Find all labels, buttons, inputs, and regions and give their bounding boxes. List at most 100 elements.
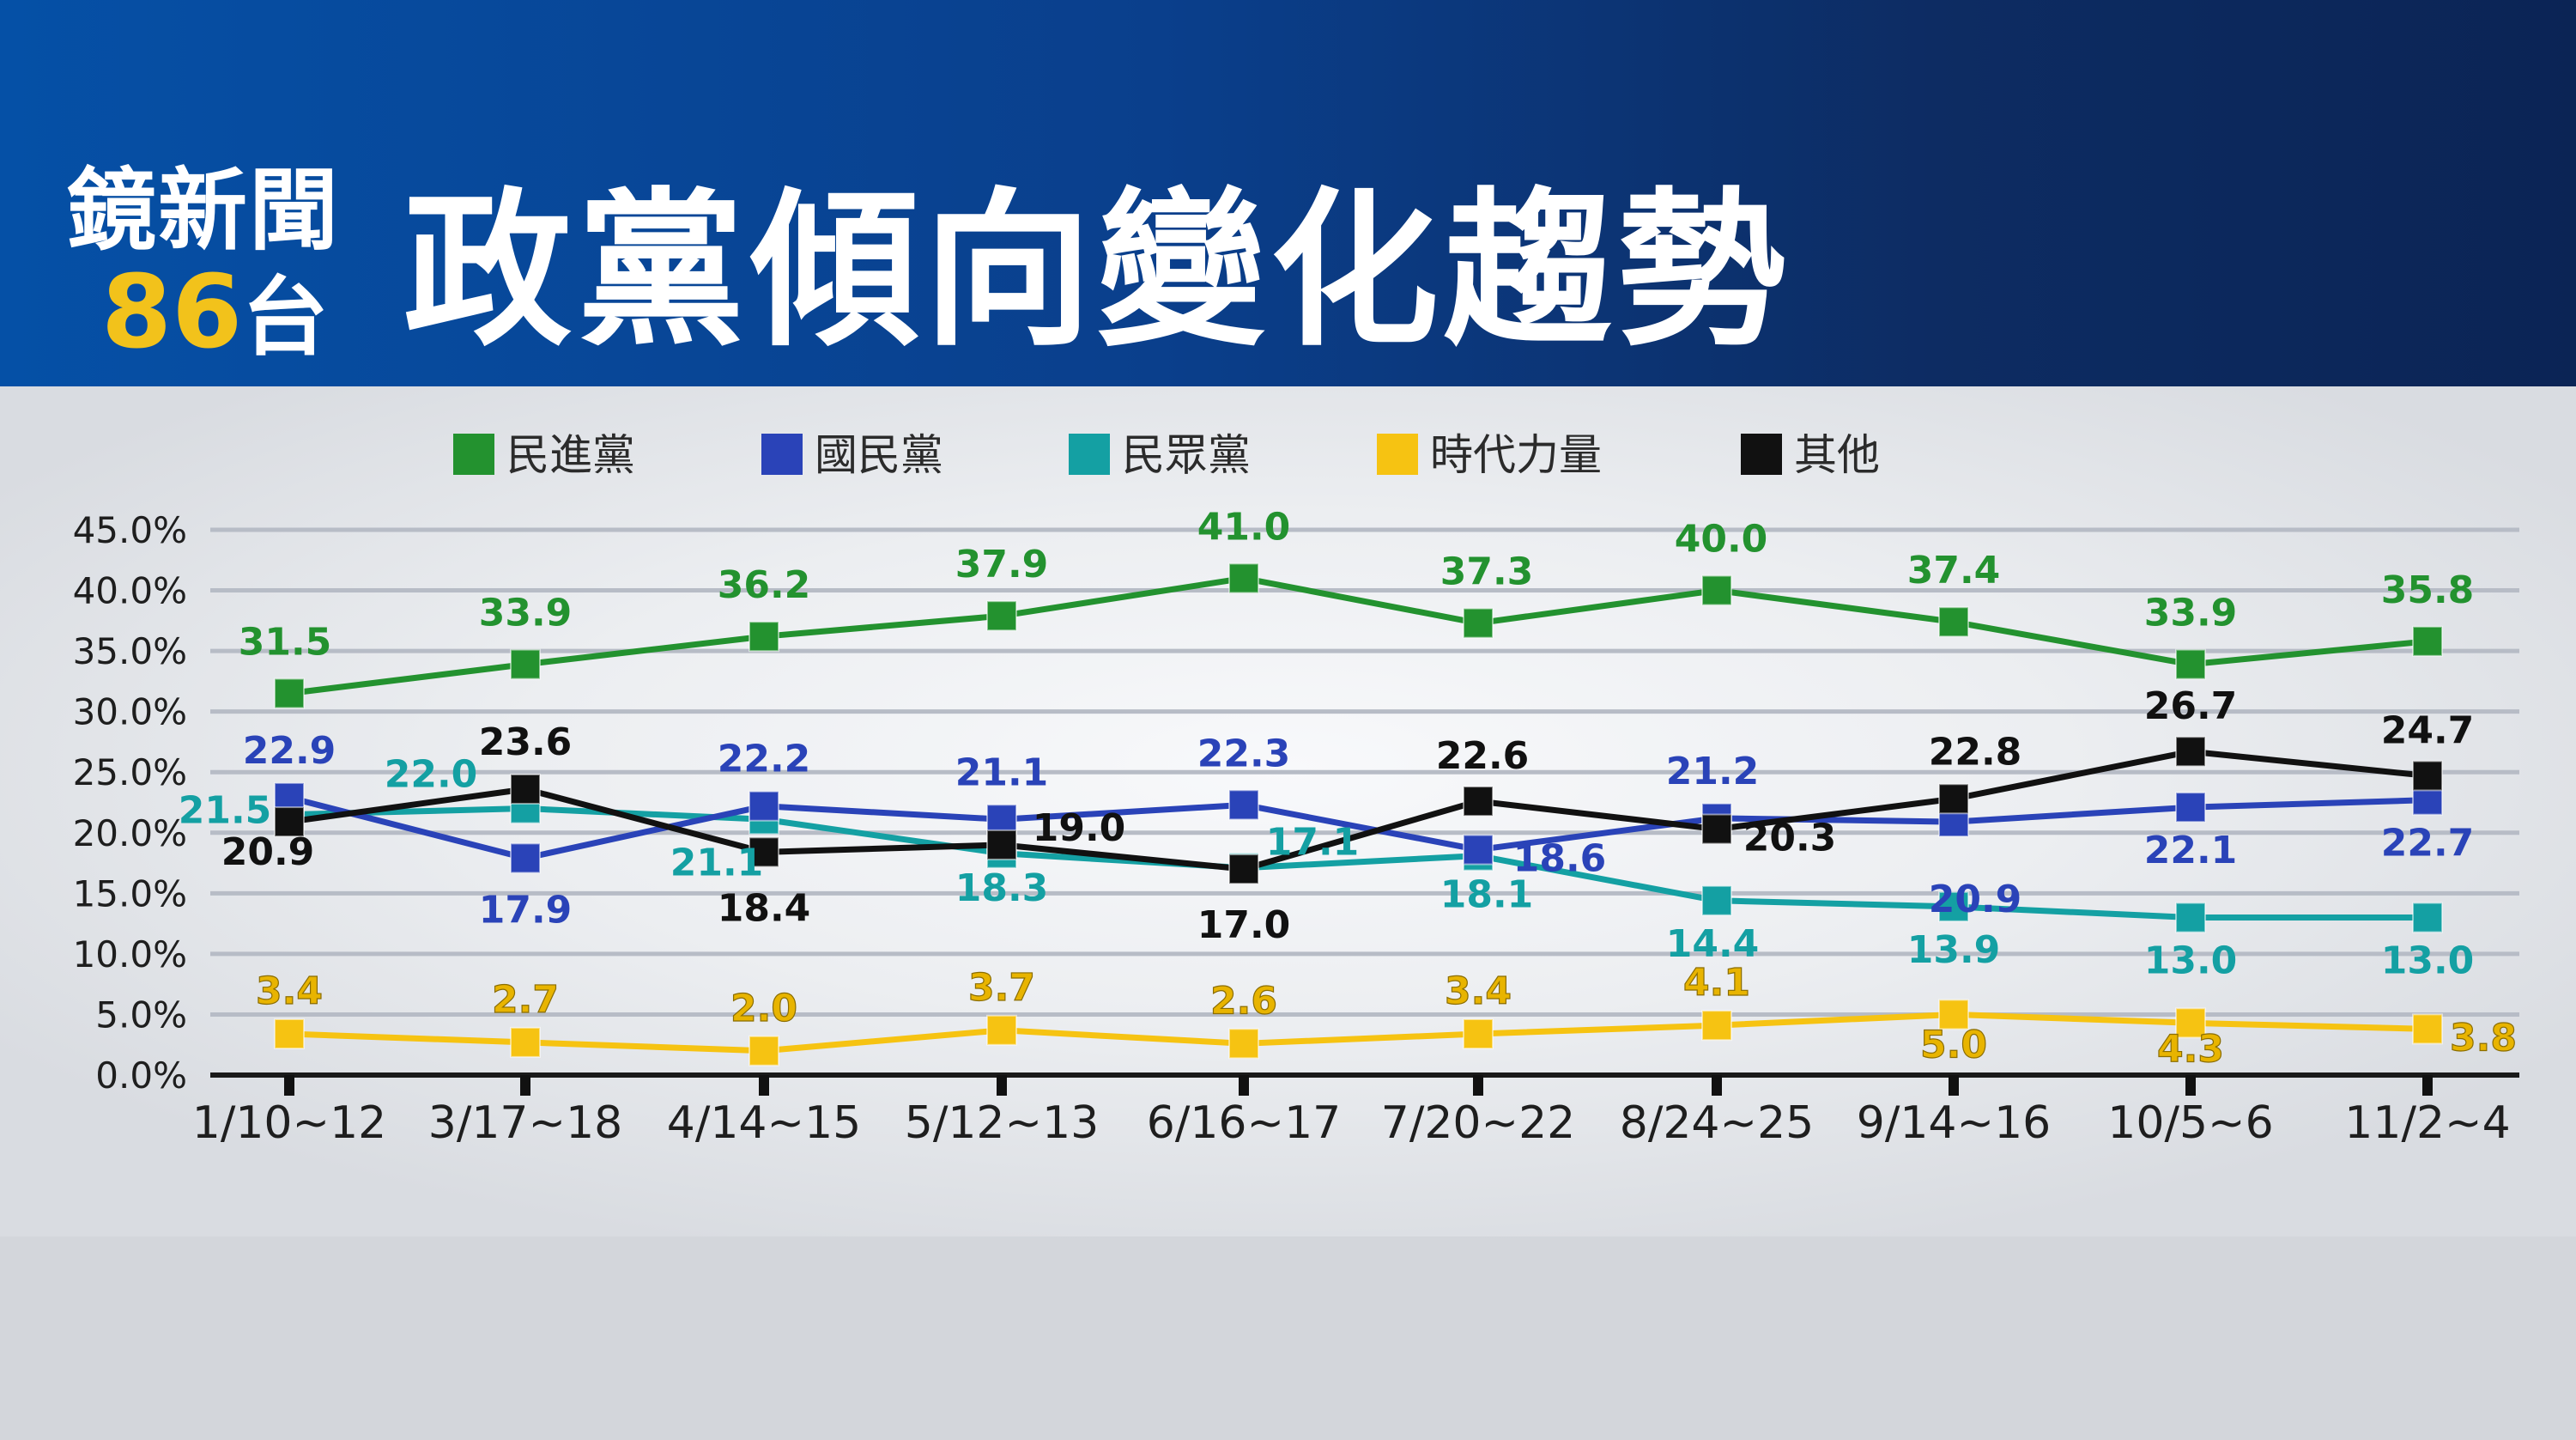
data-point-marker bbox=[986, 804, 1017, 835]
data-point-marker bbox=[2175, 1007, 2206, 1039]
x-tick-mark bbox=[284, 1075, 294, 1096]
data-point-marker bbox=[1938, 999, 1969, 1030]
data-label: 18.6 bbox=[1513, 837, 1607, 881]
data-label: 22.8 bbox=[1929, 730, 2022, 774]
data-label: 37.4 bbox=[1907, 549, 2001, 592]
data-label: 41.0 bbox=[1197, 505, 1291, 549]
line-chart: 0.0% 5.0% 10.0% 15.0% 20.0% 25.0% 30.0% 35.0% 40… bbox=[73, 430, 2519, 1149]
data-label: 20.3 bbox=[1743, 817, 1837, 860]
data-label: 5.0 bbox=[1920, 1023, 1987, 1066]
data-label: 21.2 bbox=[1666, 750, 1760, 793]
x-tick-mark bbox=[1239, 1075, 1249, 1096]
data-point-marker bbox=[1701, 884, 1732, 916]
y-tick-label: 0.0% bbox=[95, 1054, 187, 1097]
data-label: 4.3 bbox=[2157, 1027, 2224, 1071]
logo-name: 鏡新聞 bbox=[67, 158, 341, 263]
y-tick-label: 5.0% bbox=[95, 993, 187, 1036]
x-tick-mark bbox=[1949, 1075, 1959, 1096]
data-label: 17.9 bbox=[479, 888, 573, 932]
legend-label: 民眾黨 bbox=[1122, 430, 1251, 480]
x-tick-label: 10/5~6 bbox=[2107, 1097, 2273, 1149]
logo-channel-number: 86 bbox=[101, 252, 243, 371]
data-label: 18.3 bbox=[955, 866, 1049, 910]
y-tick-label: 15.0% bbox=[73, 872, 187, 914]
x-tick-label: 8/24~25 bbox=[1620, 1097, 1815, 1149]
y-tick-label: 35.0% bbox=[73, 630, 187, 672]
data-label: 35.8 bbox=[2381, 568, 2475, 612]
data-point-marker bbox=[749, 1035, 779, 1066]
legend-swatch bbox=[453, 434, 494, 475]
data-point-marker bbox=[1701, 574, 1732, 606]
x-tick-mark bbox=[759, 1075, 769, 1096]
data-point-marker bbox=[1228, 854, 1259, 885]
data-point-marker bbox=[1228, 562, 1259, 594]
y-tick-label: 40.0% bbox=[73, 570, 187, 612]
data-point-marker bbox=[986, 600, 1017, 632]
data-label: 17.1 bbox=[1266, 821, 1360, 865]
header-banner: 鏡新聞 86台 政黨傾向變化趨勢 bbox=[0, 0, 2576, 386]
legend-label: 其他 bbox=[1794, 430, 1880, 480]
x-tick-mark bbox=[1473, 1075, 1483, 1096]
data-label: 22.3 bbox=[1197, 732, 1291, 775]
data-point-marker bbox=[986, 1014, 1017, 1046]
data-label: 13.0 bbox=[2381, 939, 2475, 983]
data-label: 3.4 bbox=[1445, 969, 1512, 1013]
data-point-marker bbox=[274, 806, 305, 838]
data-label: 37.3 bbox=[1440, 550, 1534, 594]
x-tick-label: 3/17~18 bbox=[428, 1097, 623, 1149]
data-label: 18.4 bbox=[718, 886, 811, 930]
data-label: 2.0 bbox=[730, 987, 797, 1030]
data-point-marker bbox=[1463, 1018, 1494, 1050]
data-label: 36.2 bbox=[718, 563, 811, 607]
series-line bbox=[288, 748, 2428, 872]
data-point-marker bbox=[1938, 783, 1969, 815]
data-label: 22.2 bbox=[718, 738, 811, 781]
logo-channel-suffix: 台 bbox=[242, 267, 329, 368]
data-label: 40.0 bbox=[1675, 518, 1768, 562]
legend-label: 時代力量 bbox=[1430, 430, 1602, 480]
series-line bbox=[288, 1011, 2428, 1054]
data-label: 14.4 bbox=[1666, 922, 1760, 966]
x-tick-label: 5/12~13 bbox=[905, 1097, 1100, 1149]
y-tick-label: 20.0% bbox=[73, 812, 187, 854]
data-label: 37.9 bbox=[955, 543, 1049, 586]
x-tick-mark bbox=[520, 1075, 530, 1096]
data-label: 17.0 bbox=[1197, 903, 1291, 947]
data-point-marker bbox=[1701, 813, 1732, 845]
x-tick-label: 11/2~4 bbox=[2344, 1097, 2510, 1149]
data-label: 18.1 bbox=[1440, 873, 1534, 917]
y-tick-label: 30.0% bbox=[73, 691, 187, 733]
x-tick-label: 7/20~22 bbox=[1381, 1097, 1576, 1149]
data-point-marker bbox=[274, 677, 305, 709]
data-label: 26.7 bbox=[2144, 684, 2238, 728]
data-point-marker bbox=[2175, 792, 2206, 823]
data-label: 13.9 bbox=[1907, 928, 2001, 972]
data-label: 20.9 bbox=[221, 830, 315, 874]
data-point-marker bbox=[2412, 1013, 2443, 1045]
data-label: 22.6 bbox=[1436, 734, 1530, 778]
data-point-marker bbox=[510, 842, 541, 874]
data-label: 33.9 bbox=[479, 592, 573, 635]
data-label: 3.8 bbox=[2450, 1016, 2517, 1060]
data-label: 4.1 bbox=[1683, 961, 1750, 1005]
data-label: 22.0 bbox=[385, 753, 478, 797]
data-label: 33.9 bbox=[2144, 592, 2238, 635]
data-label: 2.6 bbox=[1210, 979, 1277, 1023]
data-label: 20.9 bbox=[1929, 878, 2022, 921]
data-point-marker bbox=[510, 1026, 541, 1058]
series-line bbox=[288, 805, 2428, 921]
data-label: 2.7 bbox=[492, 978, 559, 1022]
data-point-marker bbox=[2175, 902, 2206, 933]
x-tick-label: 9/14~16 bbox=[1857, 1097, 2052, 1149]
data-label: 24.7 bbox=[2381, 708, 2475, 752]
x-tick-mark bbox=[1712, 1075, 1722, 1096]
bottom-band bbox=[0, 1236, 2576, 1440]
x-tick-label: 6/16~17 bbox=[1147, 1097, 1342, 1149]
data-point-marker bbox=[1463, 786, 1494, 817]
series-line bbox=[288, 794, 2428, 861]
y-tick-label: 10.0% bbox=[73, 933, 187, 975]
x-tick-label: 4/14~15 bbox=[667, 1097, 862, 1149]
data-point-marker bbox=[1228, 1028, 1259, 1060]
data-point-marker bbox=[1463, 607, 1494, 639]
data-point-marker bbox=[749, 621, 779, 653]
